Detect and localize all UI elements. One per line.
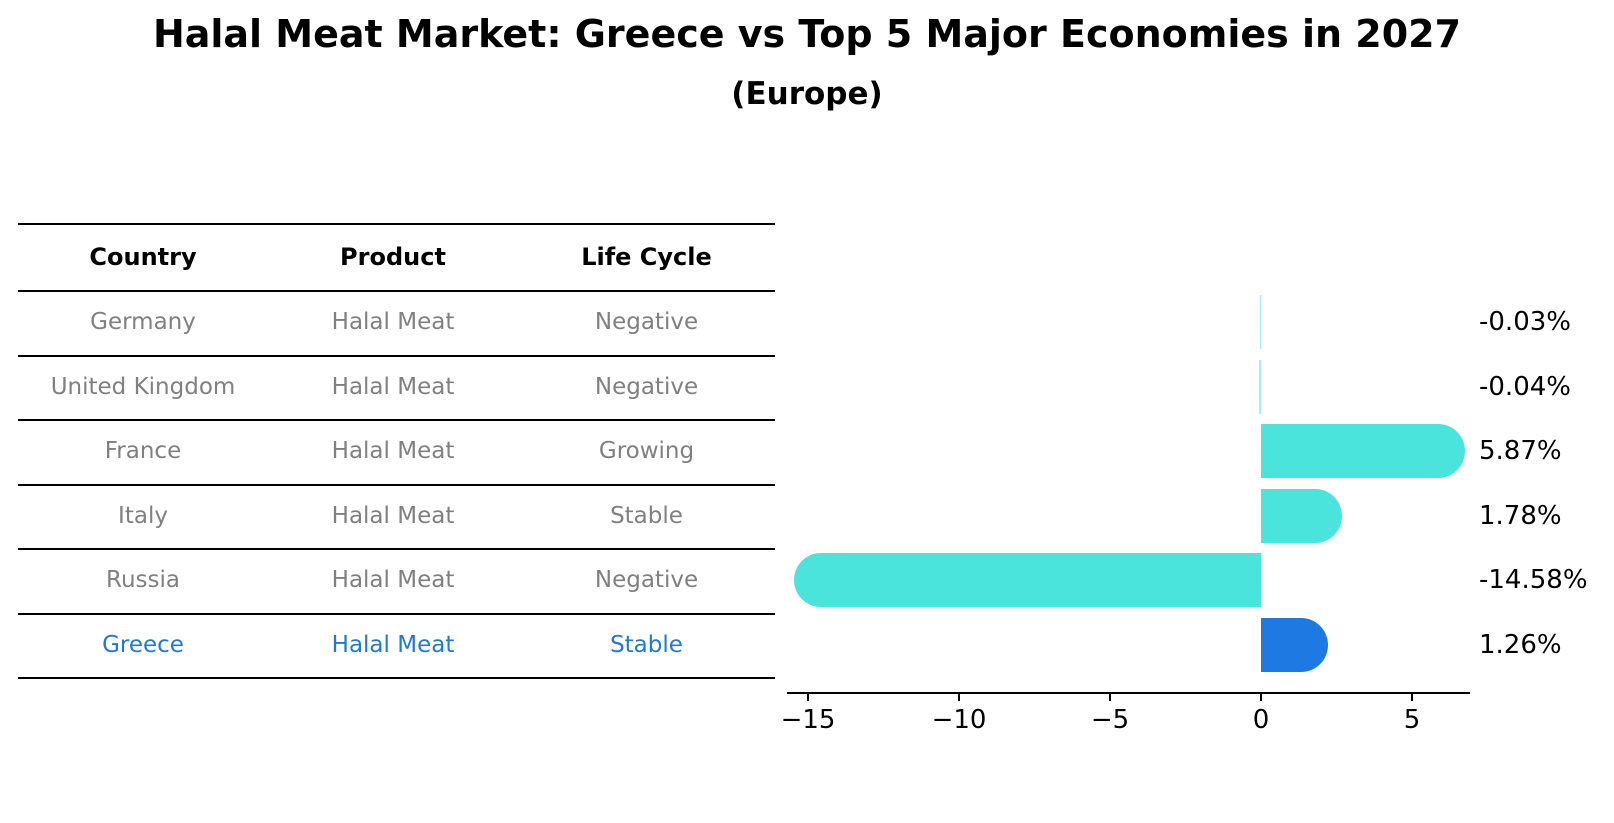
cell-product: Halal Meat bbox=[331, 631, 455, 658]
bar-germany bbox=[1260, 295, 1261, 350]
header-cell-product: Product bbox=[340, 243, 446, 272]
cell-life-cycle: Growing bbox=[598, 438, 695, 465]
x-axis-tick bbox=[807, 692, 809, 701]
cell-life-cycle: Stable bbox=[610, 631, 683, 658]
x-axis-tick-label: 5 bbox=[1403, 705, 1421, 735]
bar-value-label: 5.87% bbox=[1479, 436, 1562, 467]
table-row: Greece Halal Meat Stable bbox=[18, 612, 775, 678]
table-header-row: Country Product Life Cycle bbox=[18, 223, 775, 290]
bar-france bbox=[1261, 424, 1465, 479]
bar-russia bbox=[794, 553, 1261, 608]
bar-value-label: 1.26% bbox=[1479, 629, 1562, 660]
cell-country: United Kingdom bbox=[50, 373, 236, 400]
bar-united-kingdom bbox=[1259, 359, 1261, 414]
bar-value-label: 1.78% bbox=[1479, 500, 1562, 531]
cell-country: Italy bbox=[118, 502, 168, 529]
table-row: France Halal Meat Growing bbox=[18, 419, 775, 484]
cell-product: Halal Meat bbox=[331, 502, 455, 529]
page-title: Halal Meat Market: Greece vs Top 5 Major… bbox=[152, 12, 1462, 56]
x-axis-tick-label: −10 bbox=[931, 705, 987, 735]
bar-value-label: -14.58% bbox=[1479, 565, 1588, 596]
bar-value-label: -0.04% bbox=[1479, 371, 1571, 402]
cell-life-cycle: Negative bbox=[594, 309, 699, 336]
x-axis-tick bbox=[1260, 692, 1262, 701]
cell-product: Halal Meat bbox=[331, 373, 455, 400]
header-cell-life-cycle: Life Cycle bbox=[581, 243, 712, 272]
cell-country: Greece bbox=[102, 631, 184, 658]
bar-value-label: -0.03% bbox=[1479, 307, 1571, 338]
cell-product: Halal Meat bbox=[331, 309, 455, 336]
table-row: United Kingdom Halal Meat Negative bbox=[18, 354, 775, 420]
cell-country: Germany bbox=[90, 309, 196, 336]
data-table: Country Product Life Cycle Germany Halal Me… bbox=[18, 223, 775, 679]
table-body: Germany Halal Meat Negative United Kingdom H… bbox=[18, 290, 775, 677]
table-bottom-rule bbox=[18, 677, 775, 679]
x-axis-tick-label: −5 bbox=[1090, 705, 1130, 735]
x-axis-tick bbox=[958, 692, 960, 701]
header-cell-country: Country bbox=[89, 243, 197, 272]
bar-greece bbox=[1261, 617, 1328, 672]
cell-life-cycle: Negative bbox=[594, 373, 699, 400]
page-subtitle: (Europe) bbox=[731, 76, 883, 112]
x-axis-tick-label: 0 bbox=[1252, 705, 1270, 735]
cell-product: Halal Meat bbox=[331, 438, 455, 465]
bar-chart-plot-area: -0.03% -0.04% 5.87% 1.78% -14.58% 1.26% −15 −10… bbox=[781, 290, 1588, 735]
cell-country: France bbox=[104, 438, 182, 465]
x-axis-tick-label: −15 bbox=[780, 705, 836, 735]
table-row: Germany Halal Meat Negative bbox=[18, 290, 775, 355]
cell-product: Halal Meat bbox=[331, 567, 455, 594]
cell-life-cycle: Stable bbox=[610, 502, 683, 529]
cell-life-cycle: Negative bbox=[594, 567, 699, 594]
cell-country: Russia bbox=[106, 567, 180, 594]
table-row: Italy Halal Meat Stable bbox=[18, 483, 775, 549]
x-axis-tick bbox=[1109, 692, 1111, 701]
bar-italy bbox=[1261, 488, 1342, 543]
x-axis-tick bbox=[1411, 692, 1413, 701]
table-row: Russia Halal Meat Negative bbox=[18, 548, 775, 613]
